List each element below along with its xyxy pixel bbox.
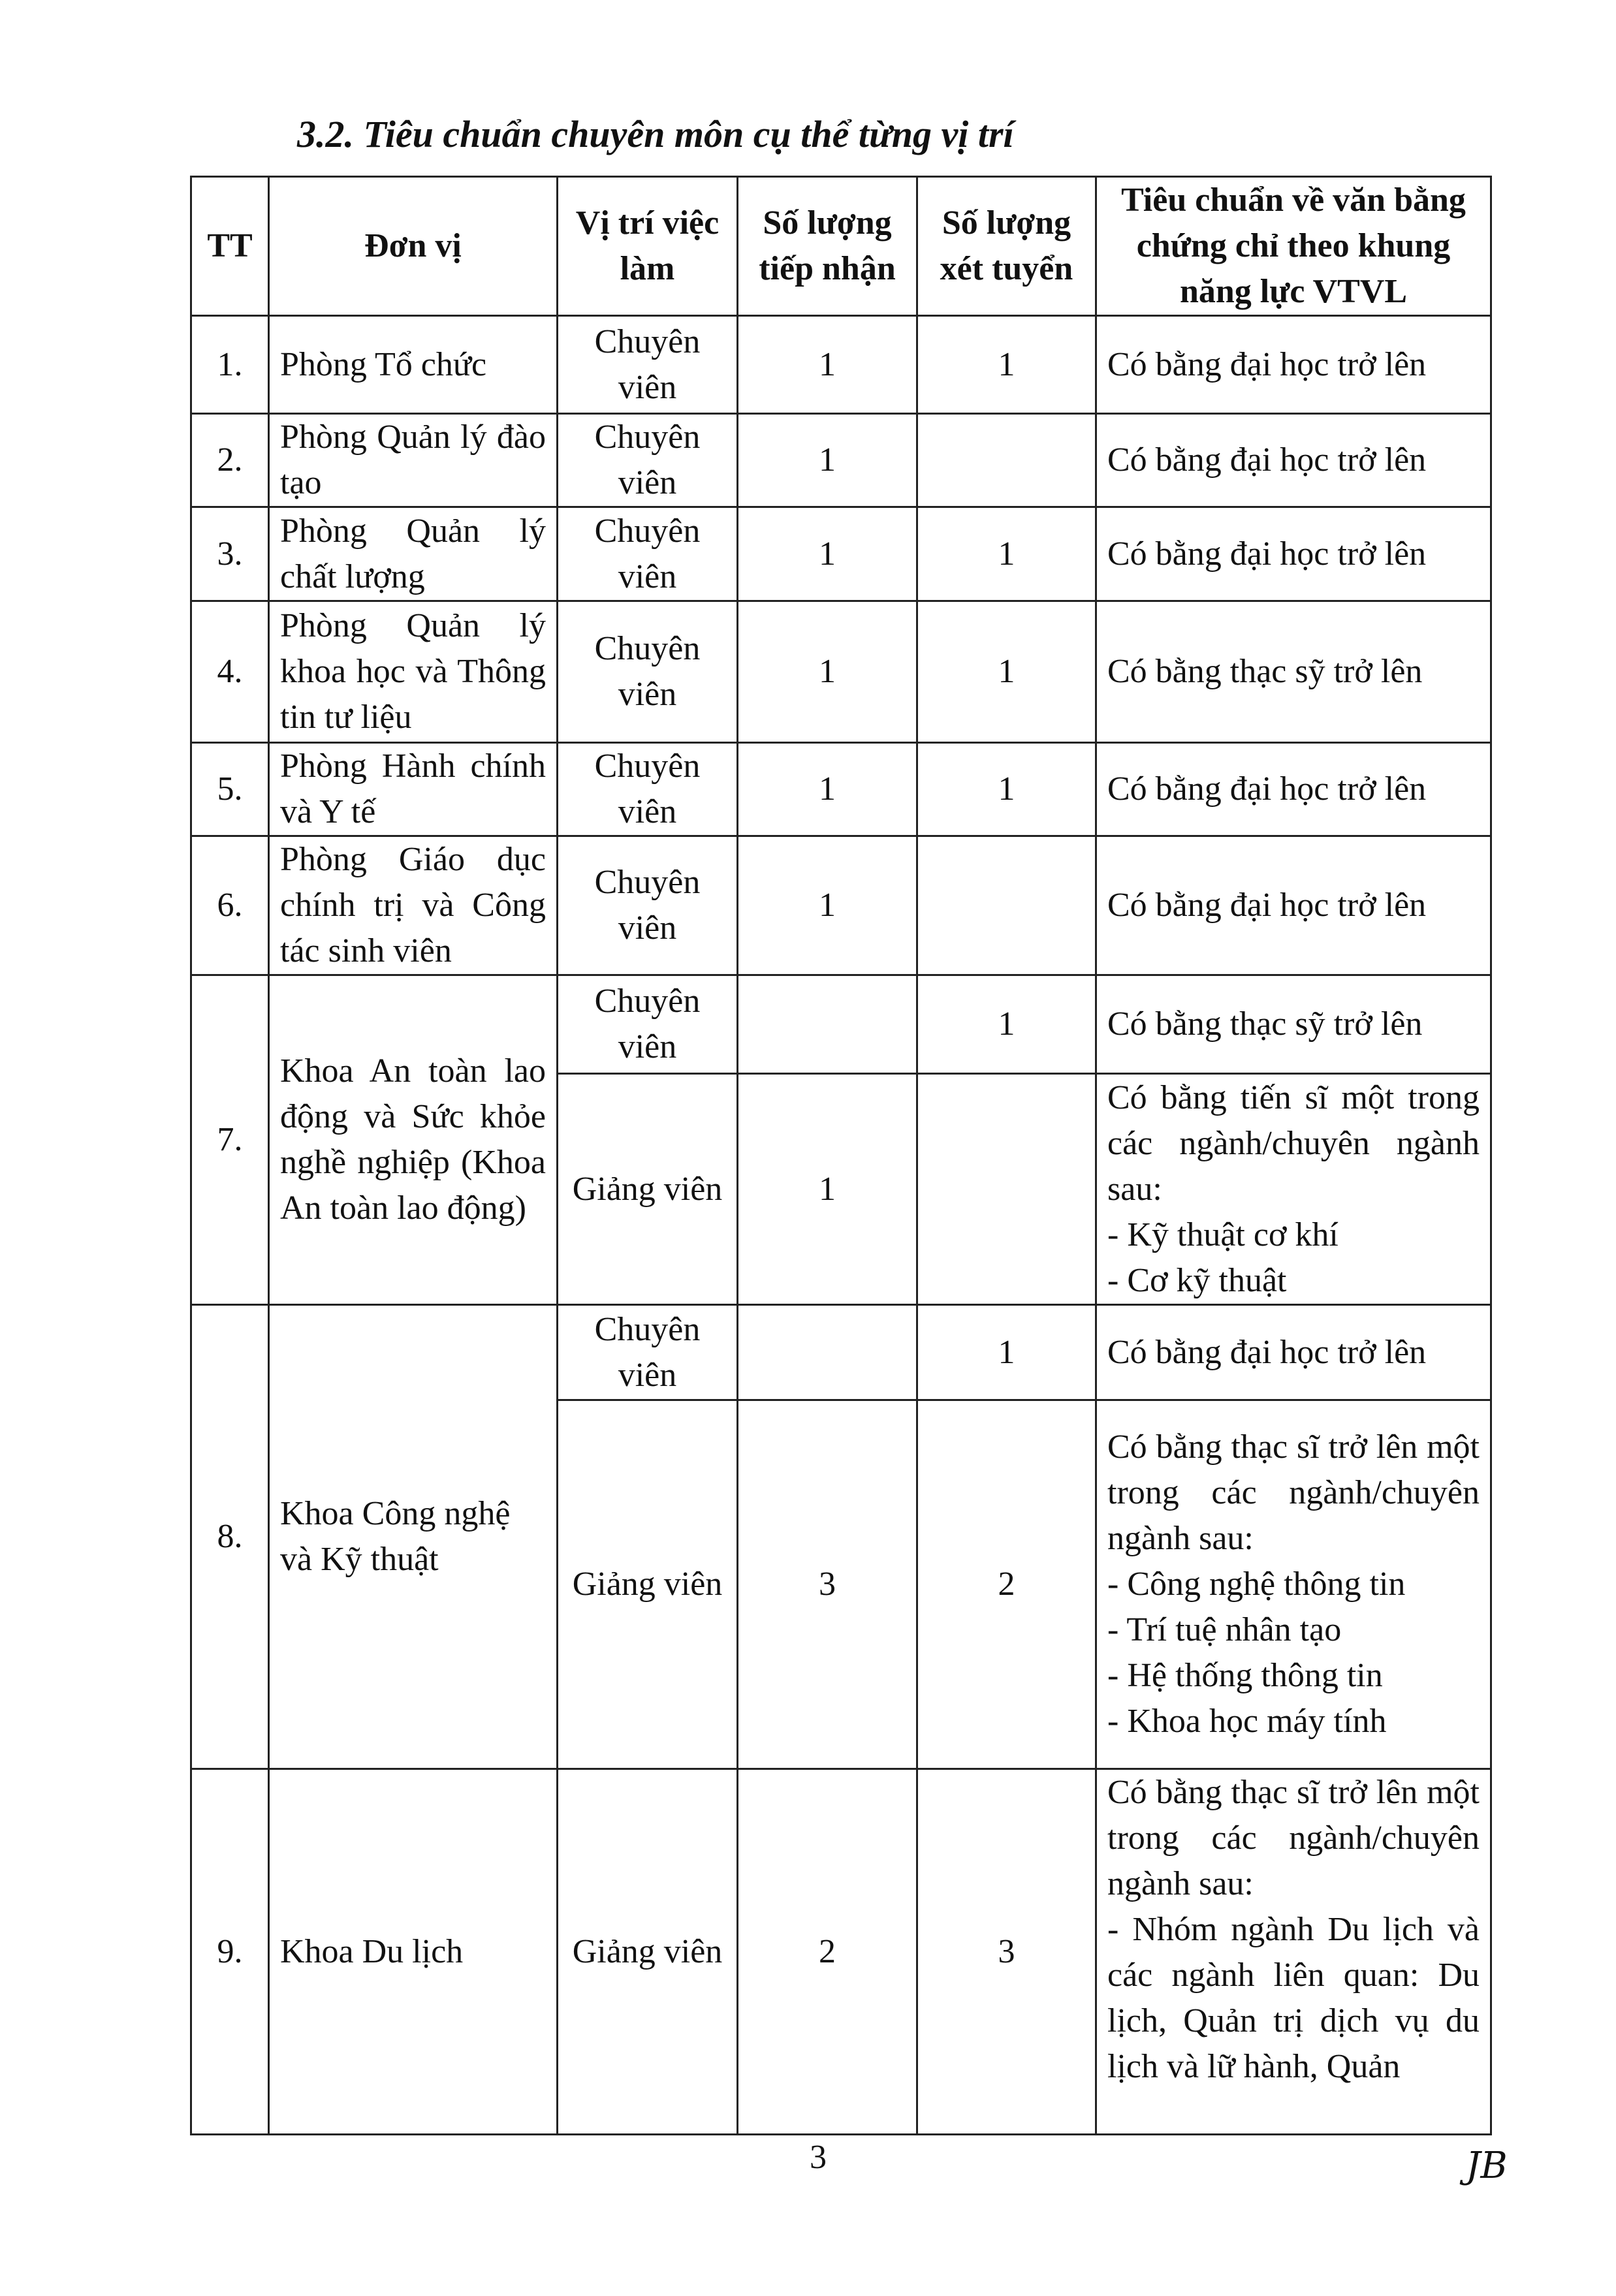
row-tt: 3.	[190, 506, 270, 602]
table-row: 6. Phòng Giáo dục chính trị và Công tác …	[190, 835, 1492, 976]
standard-item: - Khoa học máy tính	[1107, 1703, 1387, 1740]
row-standard: Có bằng đại học trở lên	[1095, 1304, 1492, 1401]
standard-item: - Cơ kỹ thuật	[1107, 1261, 1287, 1299]
row-standard: Có bằng đại học trở lên	[1095, 835, 1492, 976]
row-standard: Có bằng thạc sỹ trở lên	[1095, 974, 1492, 1075]
row-tt: 5.	[190, 742, 270, 837]
row-position: Chuyên viên	[556, 600, 738, 744]
row-receive: 1	[737, 600, 918, 744]
row-standard: Có bằng đại học trở lên	[1095, 506, 1492, 602]
header-recruit: Số lượng xét tuyển	[916, 176, 1097, 317]
row-receive: 1	[737, 1073, 918, 1306]
row-unit: Khoa Du lịch	[268, 1768, 558, 2135]
row-unit: Phòng Quản lý chất lượng	[268, 506, 558, 602]
standard-item: - Công nghệ thông tin	[1107, 1565, 1406, 1603]
row-receive: 1	[737, 835, 918, 976]
header-standard: Tiêu chuẩn về văn bằng chứng chỉ theo kh…	[1095, 176, 1492, 317]
signature-initials: JB	[1466, 2145, 1508, 2187]
row-recruit: 1	[916, 315, 1097, 415]
row-standard: Có bằng đại học trở lên	[1095, 315, 1492, 415]
table-row: Giảng viên 1 Có bằng tiến sĩ một trong c…	[191, 1073, 1492, 1306]
row-position: Chuyên viên	[556, 413, 738, 508]
row-standard: Có bằng thạc sĩ trở lên một trong các ng…	[1095, 1768, 1492, 2135]
row-receive: 2	[737, 1768, 918, 2135]
row-receive: 3	[737, 1399, 918, 1770]
header-receive: Số lượng tiếp nhận	[737, 176, 918, 317]
row-tt: 6.	[190, 835, 270, 976]
row-position: Chuyên viên	[556, 506, 738, 602]
standard-text: Có bằng thạc sĩ trở lên một trong các ng…	[1107, 1428, 1480, 1557]
row-recruit: 1	[916, 1304, 1097, 1401]
row-receive: 1	[737, 315, 918, 415]
row-receive	[737, 1304, 918, 1401]
row-position: Giảng viên	[556, 1073, 738, 1306]
row-receive: 1	[737, 413, 918, 508]
standard-item: - Kỹ thuật cơ khí	[1107, 1216, 1339, 1253]
table-row: 9. Khoa Du lịch Giảng viên 2 3 Có bằng t…	[190, 1768, 1492, 2135]
row-unit: Phòng Giáo dục chính trị và Công tác sin…	[268, 835, 558, 976]
table-row: 8. Khoa Công nghệ và Kỹ thuật Chuyên viê…	[190, 1304, 1492, 1770]
row-unit: Khoa An toàn lao động và Sức khỏe nghề n…	[268, 974, 558, 1306]
row-unit: Phòng Hành chính và Y tế	[268, 742, 558, 837]
standard-text: Có bằng thạc sĩ trở lên một trong các ng…	[1107, 1774, 1480, 1902]
row-position: Chuyên viên	[556, 315, 738, 415]
row-recruit	[916, 835, 1097, 976]
row-tt: 1.	[190, 315, 270, 415]
row-position: Chuyên viên	[556, 742, 738, 837]
row-standard: Có bằng thạc sỹ trở lên	[1095, 600, 1492, 744]
table-row: Giảng viên 3 2 Có bằng thạc sĩ trở lên m…	[191, 1399, 1492, 1770]
table-header-row: TT Đơn vị Vị trí việc làm Số lượng tiếp …	[190, 176, 1492, 317]
row-recruit: 2	[916, 1399, 1097, 1770]
row-unit: Phòng Quản lý đào tạo	[268, 413, 558, 508]
header-tt: TT	[190, 176, 270, 317]
row-position: Chuyên viên	[556, 835, 738, 976]
row-standard: Có bằng đại học trở lên	[1095, 742, 1492, 837]
page-number: 3	[810, 2139, 827, 2176]
row-receive	[737, 974, 918, 1075]
row-recruit: 1	[916, 506, 1097, 602]
header-position: Vị trí việc làm	[556, 176, 738, 317]
row-position: Chuyên viên	[556, 974, 738, 1075]
row-position: Giảng viên	[556, 1399, 738, 1770]
table-row: 5. Phòng Hành chính và Y tế Chuyên viên …	[190, 742, 1492, 837]
row-tt: 4.	[190, 600, 270, 744]
row-tt: 7.	[190, 974, 270, 1306]
table-row: 3. Phòng Quản lý chất lượng Chuyên viên …	[190, 506, 1492, 602]
header-unit: Đơn vị	[268, 176, 558, 317]
row-position: Giảng viên	[556, 1768, 738, 2135]
row-recruit: 1	[916, 742, 1097, 837]
standard-text: Có bằng tiến sĩ một trong các ngành/chuy…	[1107, 1078, 1480, 1208]
row-recruit: 1	[916, 974, 1097, 1075]
standards-table: TT Đơn vị Vị trí việc làm Số lượng tiếp …	[190, 176, 1492, 2135]
standard-item: - Nhóm ngành Du lịch và các ngành liên q…	[1107, 1911, 1480, 2085]
row-standard: Có bằng đại học trở lên	[1095, 413, 1492, 508]
standard-item: - Trí tuệ nhân tạo	[1107, 1611, 1342, 1648]
row-recruit	[916, 413, 1097, 508]
row-tt: 8.	[190, 1304, 270, 1770]
row-recruit: 3	[916, 1768, 1097, 2135]
row-recruit	[916, 1073, 1097, 1306]
row-unit: Phòng Tổ chức	[268, 315, 558, 415]
standard-item: - Hệ thống thông tin	[1107, 1657, 1383, 1694]
row-unit: Phòng Quản lý khoa học và Thông tin tư l…	[268, 600, 558, 744]
table-row: 7. Khoa An toàn lao động và Sức khỏe ngh…	[190, 974, 1492, 1306]
row-position: Chuyên viên	[556, 1304, 738, 1401]
row-receive: 1	[737, 742, 918, 837]
row-receive: 1	[737, 506, 918, 602]
row-tt: 2.	[190, 413, 270, 508]
table-row: 1. Phòng Tổ chức Chuyên viên 1 1 Có bằng…	[190, 315, 1492, 415]
section-title: 3.2. Tiêu chuẩn chuyên môn cụ thể từng v…	[297, 113, 1014, 155]
row-tt: 9.	[190, 1768, 270, 2135]
row-recruit: 1	[916, 600, 1097, 744]
row-standard: Có bằng tiến sĩ một trong các ngành/chuy…	[1095, 1073, 1492, 1306]
table-row: 2. Phòng Quản lý đào tạo Chuyên viên 1 C…	[190, 413, 1492, 508]
table-row: 4. Phòng Quản lý khoa học và Thông tin t…	[190, 600, 1492, 744]
row-standard: Có bằng thạc sĩ trở lên một trong các ng…	[1095, 1399, 1492, 1770]
row-unit: Khoa Công nghệ và Kỹ thuật	[268, 1304, 558, 1770]
